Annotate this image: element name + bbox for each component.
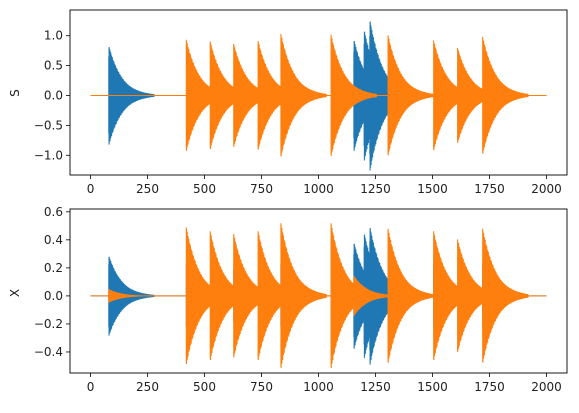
x-tick-label: 1500 <box>417 380 448 394</box>
panel-x-x-ticks: 0 250 500 750 1000 1250 1500 1750 2000 <box>87 373 562 394</box>
x-tick-label: 1000 <box>303 182 334 196</box>
y-tick-label: 1.0 <box>44 29 63 43</box>
y-tick-label: 0.2 <box>44 261 63 275</box>
y-tick-label: 0.0 <box>44 88 63 102</box>
x-tick-label: 500 <box>193 380 216 394</box>
x-tick-label: 1250 <box>360 380 391 394</box>
x-tick-label: 1750 <box>474 182 505 196</box>
x-tick-label: 0 <box>87 182 95 196</box>
x-tick-label: 500 <box>193 182 216 196</box>
panel-x: −0.4 −0.2 0.0 0.2 0.4 0.6 0 250 500 750 1000 1250 1… <box>8 205 568 394</box>
panel-s: −1.0 −0.5 0.0 0.5 1.0 0 250 500 750 1000 1250 1500… <box>8 9 568 196</box>
x-tick-label: 1000 <box>303 380 334 394</box>
x-tick-label: 1750 <box>474 380 505 394</box>
x-tick-label: 750 <box>250 380 273 394</box>
panel-s-x-ticks: 0 250 500 750 1000 1250 1500 1750 2000 <box>87 175 562 196</box>
y-tick-label: 0.0 <box>44 289 63 303</box>
x-tick-label: 250 <box>136 380 159 394</box>
panel-s-y-ticks: −1.0 −0.5 0.0 0.5 1.0 <box>34 29 70 162</box>
y-tick-label: 0.6 <box>44 205 63 219</box>
y-tick-label: −1.0 <box>34 148 63 162</box>
x-tick-label: 2000 <box>531 182 562 196</box>
y-tick-label: −0.4 <box>34 345 63 359</box>
y-tick-label: 0.4 <box>44 233 63 247</box>
y-tick-label: 0.5 <box>44 59 63 73</box>
series-2-trace <box>90 223 547 369</box>
panel-s-traces <box>90 21 547 171</box>
y-tick-label: −0.5 <box>34 118 63 132</box>
panel-s-ylabel: S <box>8 89 22 97</box>
x-tick-label: 750 <box>250 182 273 196</box>
x-tick-label: 250 <box>136 182 159 196</box>
panel-x-y-ticks: −0.4 −0.2 0.0 0.2 0.4 0.6 <box>34 205 70 359</box>
x-tick-label: 1250 <box>360 182 391 196</box>
panel-x-ylabel: X <box>8 289 22 297</box>
x-tick-label: 0 <box>87 380 95 394</box>
series-2-trace <box>90 34 547 157</box>
panel-x-traces <box>90 223 547 369</box>
x-tick-label: 1500 <box>417 182 448 196</box>
x-tick-label: 2000 <box>531 380 562 394</box>
y-tick-label: −0.2 <box>34 317 63 331</box>
